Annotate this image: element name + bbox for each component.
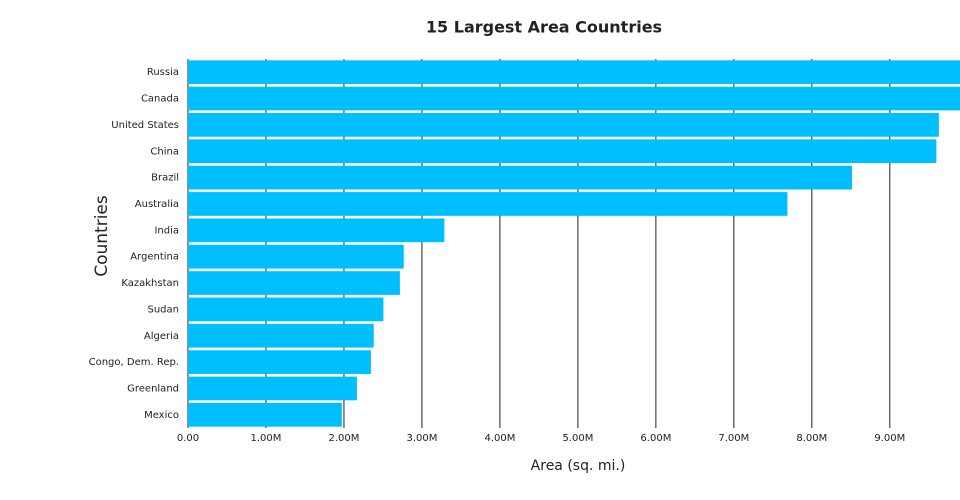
y-tick-label: Congo, Dem. Rep.	[89, 357, 179, 368]
y-tick-label: Canada	[141, 94, 179, 105]
bar	[188, 86, 960, 111]
x-tick-label: 9.00M	[874, 433, 905, 444]
y-tick-label: Brazil	[151, 173, 179, 184]
bar	[188, 350, 371, 374]
bar	[188, 376, 357, 401]
bar	[188, 271, 400, 295]
x-tick-label: 8.00M	[796, 433, 827, 444]
bar	[188, 113, 939, 137]
y-tick-label: Sudan	[148, 304, 180, 315]
chart-title: 15 Largest Area Countries	[426, 18, 662, 37]
y-tick-label: Algeria	[144, 331, 179, 342]
y-tick-label: India	[154, 225, 179, 236]
y-tick-label: China	[150, 146, 179, 157]
x-tick-label: 1.00M	[251, 433, 282, 444]
bar	[188, 402, 342, 427]
x-tick-label: 7.00M	[718, 433, 749, 444]
bars	[188, 60, 960, 427]
y-tick-label: United States	[111, 120, 179, 131]
y-tick-label: Mexico	[144, 410, 179, 421]
x-axis-label: Area (sq. mi.)	[531, 458, 626, 474]
y-tick-label: Russia	[147, 67, 179, 78]
bar	[188, 323, 374, 348]
x-tick-label: 2.00M	[329, 433, 360, 444]
x-tick-label: 4.00M	[484, 433, 515, 444]
y-tick-label: Kazakhstan	[121, 278, 179, 289]
y-axis-label: Countries	[92, 195, 112, 277]
bar	[188, 192, 788, 216]
y-tick-label: Greenland	[127, 383, 179, 394]
x-tick-label: 5.00M	[562, 433, 593, 444]
bar	[188, 60, 960, 85]
bar	[188, 165, 852, 190]
bar	[188, 139, 937, 164]
bar	[188, 297, 384, 322]
bar	[188, 218, 445, 243]
y-tick-label: Argentina	[130, 252, 179, 263]
bar	[188, 244, 404, 269]
y-tick-label: Australia	[135, 199, 179, 210]
x-tick-label: 6.00M	[640, 433, 671, 444]
x-tick-label: 3.00M	[406, 433, 437, 444]
x-tick-label: 0.00	[177, 433, 199, 444]
